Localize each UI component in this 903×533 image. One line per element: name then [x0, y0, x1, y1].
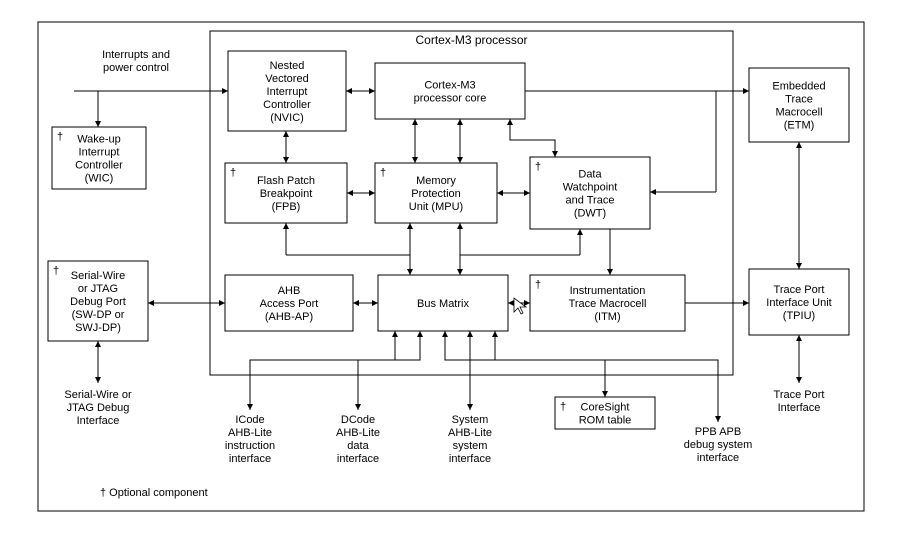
mpu-label-2: Unit (MPU) — [409, 201, 463, 213]
ahbap-label-2: (AHB-AP) — [265, 311, 313, 323]
itm-label-0: Instrumentation — [570, 285, 646, 297]
dwt-label-2: and Trace — [566, 194, 615, 206]
extlabel-icode-0: ICode — [235, 414, 264, 426]
etm-label-0: Embedded — [772, 80, 825, 92]
extlabel-system-0: System — [452, 414, 489, 426]
extlabel-dcode-3: interface — [337, 453, 379, 465]
extlabel-swjtag-2: Interface — [77, 415, 120, 427]
extlabel-ppb-0: PPB APB — [695, 426, 741, 438]
extlabel-interrupts-0: Interrupts and — [102, 49, 170, 61]
dwt-label-0: Data — [578, 168, 602, 180]
processor-frame-title: Cortex-M3 processor — [415, 33, 527, 47]
romtable-dagger: † — [560, 401, 566, 413]
etm-label-3: (ETM) — [784, 119, 815, 131]
wic-label-1: Interrupt — [79, 146, 120, 158]
fpb-dagger: † — [230, 167, 236, 179]
extlabel-ppb-1: debug system — [684, 439, 752, 451]
extlabel-icode-2: instruction — [225, 440, 275, 452]
swdp-label-0: Serial-Wire — [71, 270, 125, 282]
wic-dagger: † — [57, 131, 63, 143]
extlabel-dcode-2: data — [347, 440, 369, 452]
extlabel-swjtag-0: Serial-Wire or — [64, 389, 132, 401]
fpb-label-2: (FPB) — [272, 201, 301, 213]
tpiu-label-0: Trace Port — [774, 284, 825, 296]
extlabel-system-3: interface — [449, 453, 491, 465]
extlabel-icode-3: interface — [229, 453, 271, 465]
fpb-label-0: Flash Patch — [257, 175, 315, 187]
ahbap-label-0: AHB — [278, 285, 301, 297]
itm-label-2: (ITM) — [594, 311, 620, 323]
dwt-dagger: † — [535, 161, 541, 173]
dwt-label-3: (DWT) — [574, 207, 606, 219]
extlabel-dcode-1: AHB-Lite — [336, 427, 380, 439]
nvic-label-1: Vectored — [265, 73, 308, 85]
extlabel-interrupts-1: power control — [103, 62, 169, 74]
swdp-dagger: † — [53, 265, 59, 277]
wic-label-0: Wake-up — [77, 133, 121, 145]
wic-label-3: (WIC) — [85, 172, 114, 184]
mpu-dagger: † — [380, 167, 386, 179]
nvic-label-4: (NVIC) — [270, 112, 304, 124]
extlabel-system-1: AHB-Lite — [448, 427, 492, 439]
tpiu-label-2: (TPIU) — [783, 310, 815, 322]
mpu-label-0: Memory — [416, 175, 456, 187]
etm-label-2: Macrocell — [775, 106, 822, 118]
tpiu-label-1: Interface Unit — [766, 297, 831, 309]
swdp-label-3: (SW-DP or — [72, 309, 125, 321]
extlabel-legend-0: † Optional component — [100, 487, 208, 499]
mpu-label-1: Protection — [411, 188, 461, 200]
itm-dagger: † — [535, 279, 541, 291]
romtable-label-0: CoreSight — [581, 401, 630, 413]
extlabel-swjtag-1: JTAG Debug — [67, 402, 130, 414]
extlabel-icode-1: AHB-Lite — [228, 427, 272, 439]
fpb-label-1: Breakpoint — [260, 188, 313, 200]
extlabel-traceportif-1: Interface — [778, 402, 821, 414]
cortex-m3-block-diagram: Cortex-M3 processorNestedVectoredInterru… — [0, 0, 903, 533]
wic-label-2: Controller — [75, 159, 123, 171]
itm-label-1: Trace Macrocell — [569, 298, 647, 310]
nvic-label-0: Nested — [270, 60, 305, 72]
busmatrix-label-0: Bus Matrix — [417, 298, 469, 310]
core-label-0: Cortex-M3 — [424, 79, 475, 91]
nvic-label-2: Interrupt — [267, 86, 308, 98]
nvic-label-3: Controller — [263, 99, 311, 111]
swdp-label-2: Debug Port — [70, 296, 126, 308]
extlabel-system-2: system — [453, 440, 488, 452]
extlabel-ppb-2: interface — [697, 452, 739, 464]
etm-label-1: Trace — [785, 93, 813, 105]
extlabel-traceportif-0: Trace Port — [774, 389, 825, 401]
core-label-1: processor core — [414, 92, 487, 104]
swdp-label-4: SWJ-DP) — [75, 322, 121, 334]
swdp-label-1: or JTAG — [78, 283, 118, 295]
dwt-label-1: Watchpoint — [563, 181, 618, 193]
extlabel-dcode-0: DCode — [341, 414, 375, 426]
romtable-label-1: ROM table — [579, 414, 632, 426]
ahbap-label-1: Access Port — [260, 298, 319, 310]
